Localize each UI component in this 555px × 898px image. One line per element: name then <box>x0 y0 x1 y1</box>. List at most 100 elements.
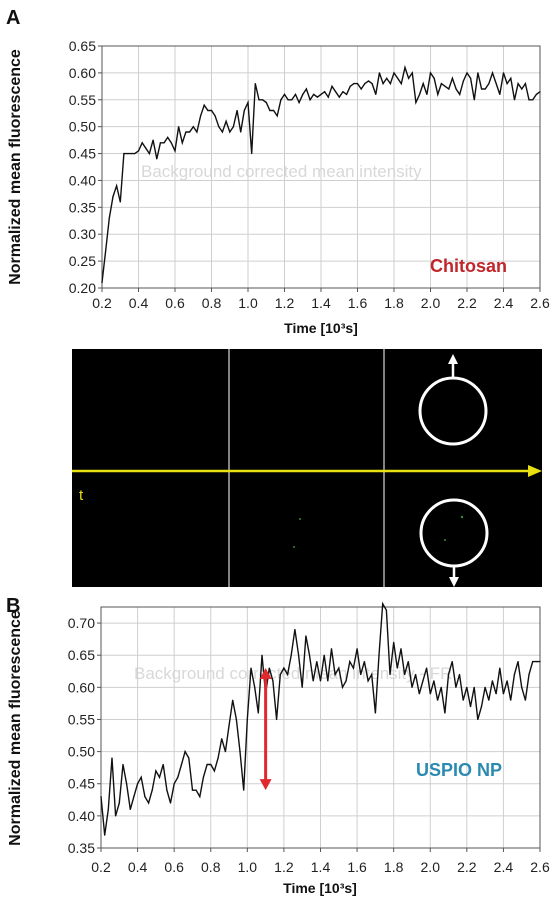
data-point <box>356 648 358 650</box>
data-point <box>206 763 208 766</box>
data-point <box>535 93 537 95</box>
data-points <box>101 66 541 284</box>
data-point <box>375 93 377 95</box>
data-point <box>207 109 209 112</box>
data-point <box>513 99 516 101</box>
data-point <box>276 718 278 721</box>
data-point <box>400 648 402 650</box>
data-point <box>159 142 161 144</box>
x-tick-label: 0.4 <box>129 295 149 311</box>
y-tick-label: 0.30 <box>69 226 96 242</box>
data-point <box>100 795 102 798</box>
data-point <box>535 661 537 663</box>
data-point <box>181 142 183 144</box>
data-point <box>499 667 501 669</box>
data-point <box>429 693 431 695</box>
data-point <box>254 83 256 85</box>
data-point <box>254 686 256 688</box>
y-tick-label: 0.35 <box>68 840 95 856</box>
data-point <box>528 99 530 101</box>
data-point <box>111 757 113 759</box>
data-point <box>107 808 109 811</box>
data-point <box>480 706 483 708</box>
data-point <box>324 91 326 93</box>
data-point <box>279 673 281 676</box>
data-point <box>137 150 140 152</box>
data-point <box>199 795 201 798</box>
data-point <box>363 661 365 663</box>
data-point <box>313 93 315 95</box>
y-tick-label: 0.60 <box>69 65 96 81</box>
data-point <box>294 93 297 95</box>
data-point <box>429 72 432 74</box>
data-point <box>510 699 512 701</box>
data-point <box>105 249 107 251</box>
data-point <box>418 693 420 695</box>
data-point <box>196 131 198 133</box>
data-point <box>158 776 161 778</box>
fluorescence-speck-4 <box>444 539 446 541</box>
data-point <box>539 91 541 93</box>
data-point <box>455 88 457 90</box>
data-point <box>180 763 183 766</box>
data-point <box>191 789 194 791</box>
data-point <box>407 661 409 663</box>
y-tick-label: 0.70 <box>68 615 95 631</box>
data-point <box>126 783 128 785</box>
data-point <box>169 802 172 804</box>
data-point <box>451 77 453 79</box>
data-point <box>341 686 344 688</box>
data-point <box>367 80 370 82</box>
ticks-b: 0.2 0.4 0.6 0.8 1.0 1.2 1.4 1.6 1.8 2.0 2.2 2.4 2.6 0… <box>68 615 550 875</box>
data-point <box>202 776 205 778</box>
watermark-text-b: Background corrected mean intensity - FR <box>134 664 452 683</box>
data-point <box>173 783 175 785</box>
data-point <box>404 66 406 69</box>
data-point <box>491 72 494 74</box>
data-point <box>349 85 351 87</box>
data-point <box>524 83 527 85</box>
data-point <box>246 718 248 721</box>
data-point <box>345 93 348 95</box>
data-point <box>151 789 153 791</box>
data-point <box>228 725 230 727</box>
data-point <box>316 661 318 663</box>
data-point <box>108 217 110 219</box>
x-tick-label: 1.2 <box>275 295 295 311</box>
data-point <box>488 699 490 701</box>
data-point <box>374 712 376 714</box>
data-point <box>287 99 289 101</box>
data-point <box>305 88 307 90</box>
data-point <box>308 654 311 656</box>
data-point <box>385 609 387 611</box>
data-point <box>440 83 443 85</box>
x-tick-label: 1.0 <box>238 859 258 875</box>
data-point <box>203 104 205 106</box>
data-point <box>334 673 336 676</box>
data-point <box>268 667 270 669</box>
data-point <box>415 673 417 676</box>
data-point <box>319 680 322 682</box>
data-point <box>276 115 278 117</box>
data-point <box>323 654 325 656</box>
data-point <box>147 802 150 804</box>
y-tick-label: 0.45 <box>69 146 96 162</box>
data-point <box>243 109 245 112</box>
data-point <box>444 712 446 714</box>
data-point <box>386 77 388 79</box>
y-tick-label: 0.65 <box>68 647 95 663</box>
y-tick-label: 0.40 <box>69 172 96 188</box>
data-point <box>437 93 439 95</box>
y-tick-label: 0.55 <box>69 92 96 108</box>
arrowhead-down <box>449 577 459 587</box>
data-point <box>232 126 234 128</box>
data-point <box>243 789 245 791</box>
data-point <box>210 109 213 112</box>
x-tick-label: 2.0 <box>421 859 441 875</box>
x-tick-label: 0.8 <box>201 859 221 875</box>
data-point <box>221 131 224 133</box>
data-point <box>195 789 197 791</box>
arrowhead-bottom <box>259 779 272 791</box>
data-point <box>425 667 428 669</box>
x-tick-label: 1.0 <box>238 295 258 311</box>
